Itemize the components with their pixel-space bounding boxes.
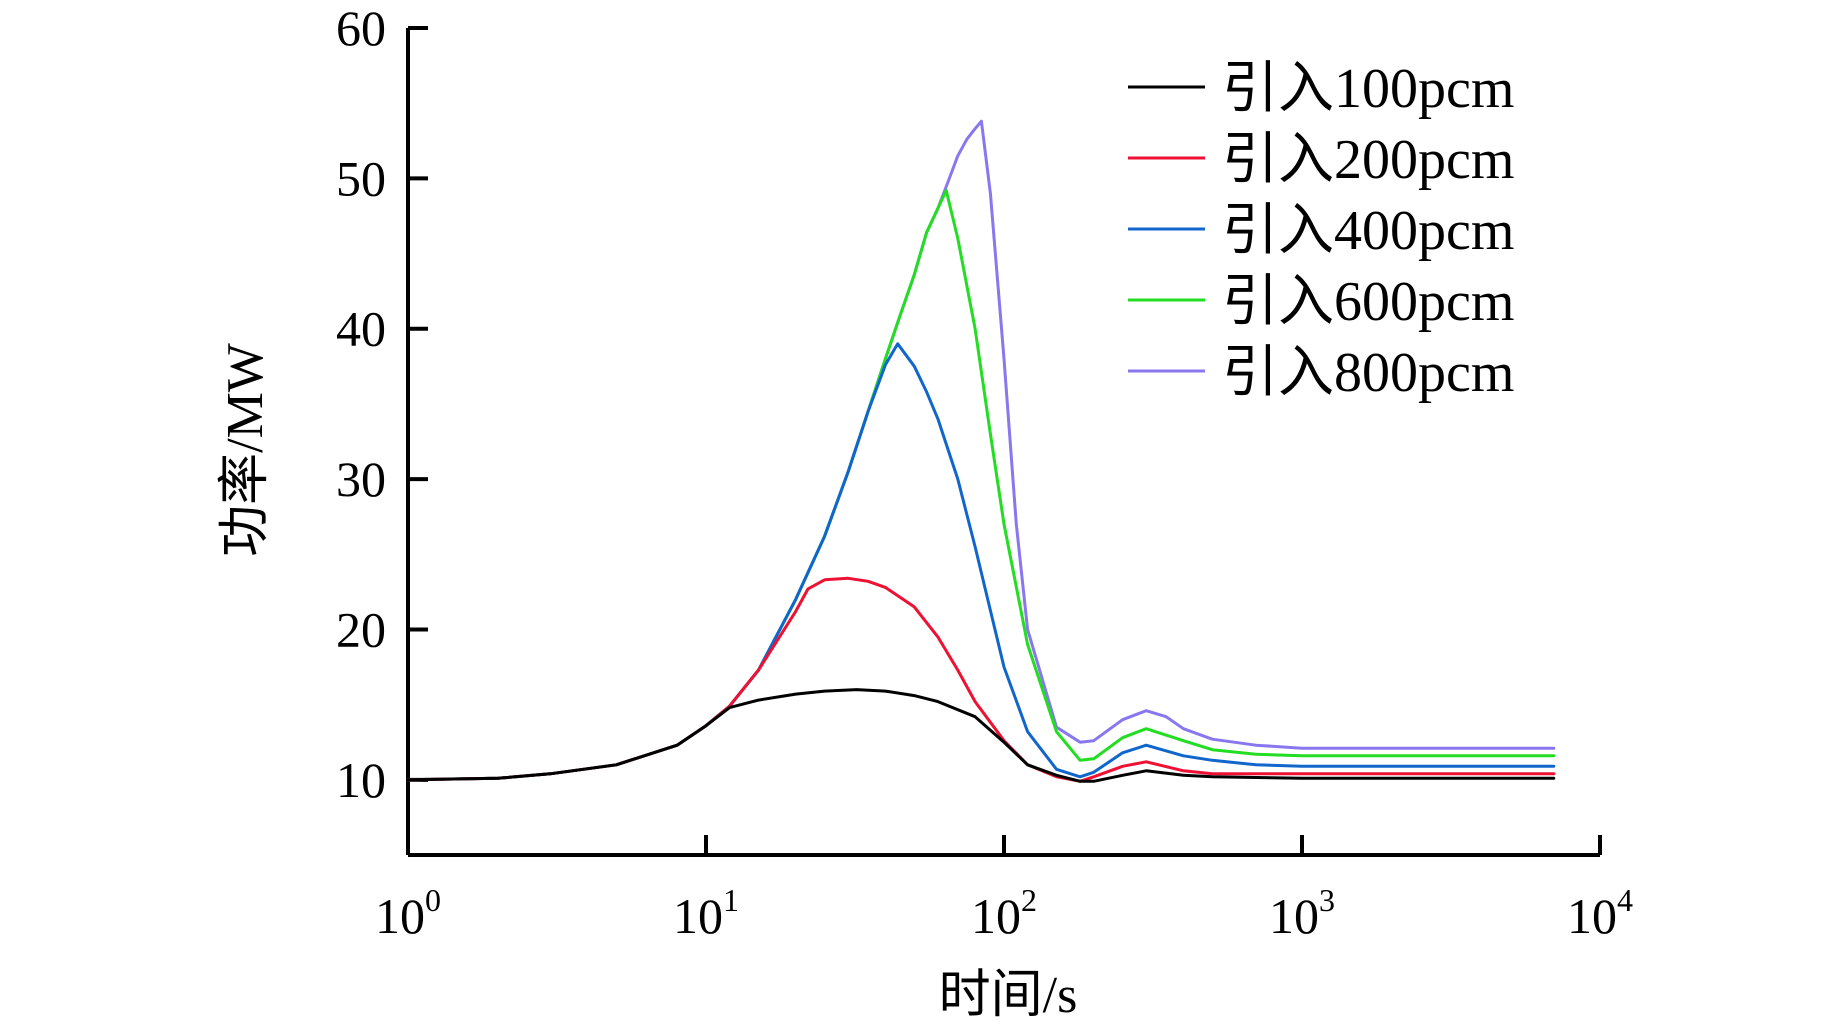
- series-line: [406, 342, 1556, 782]
- x-tick-label: 102: [971, 882, 1037, 944]
- y-tick-label: 60: [336, 0, 386, 56]
- legend-label: 引入200pcm: [1222, 129, 1514, 191]
- x-tick-label: 100: [375, 882, 441, 944]
- legend-label: 引入800pcm: [1222, 342, 1514, 404]
- x-tick-base: 10: [1269, 888, 1319, 944]
- legend-label: 引入100pcm: [1222, 58, 1514, 120]
- legend-label: 引入600pcm: [1222, 271, 1514, 333]
- y-tick-label: 30: [336, 451, 386, 507]
- x-tick-exponent: 2: [1021, 882, 1037, 918]
- y-tick-label: 10: [336, 752, 386, 808]
- legend-item: 引入600pcm: [1128, 271, 1514, 333]
- x-tick-exponent: 4: [1617, 882, 1633, 918]
- y-axis-title: 功率/MW: [217, 343, 274, 557]
- x-axis-title: 时间/s: [939, 967, 1078, 1024]
- x-tick-base: 10: [1567, 888, 1617, 944]
- x-tick-label: 104: [1567, 882, 1633, 944]
- series-lines: [406, 119, 1556, 783]
- x-tick-exponent: 0: [425, 882, 441, 918]
- legend-item: 引入400pcm: [1128, 200, 1514, 262]
- x-tick-exponent: 1: [723, 882, 739, 918]
- y-tick-label: 20: [336, 601, 386, 657]
- y-tick-label: 40: [336, 301, 386, 357]
- y-tick-label: 50: [336, 150, 386, 206]
- series-line: [406, 688, 1556, 783]
- legend-item: 引入200pcm: [1128, 129, 1514, 191]
- series-line: [406, 576, 1556, 783]
- x-tick-base: 10: [375, 888, 425, 944]
- legend-label: 引入400pcm: [1222, 200, 1514, 262]
- legend: 引入100pcm 引入200pcm 引入400pcm 引入600pcm 引入800pcm: [1128, 58, 1514, 404]
- x-tick-base: 10: [971, 888, 1021, 944]
- x-tick-exponent: 3: [1319, 882, 1335, 918]
- x-tick-label: 101: [673, 882, 739, 944]
- x-tick-base: 10: [673, 888, 723, 944]
- x-tick-label: 103: [1269, 882, 1335, 944]
- legend-item: 引入100pcm: [1128, 58, 1514, 120]
- legend-item: 引入800pcm: [1128, 342, 1514, 404]
